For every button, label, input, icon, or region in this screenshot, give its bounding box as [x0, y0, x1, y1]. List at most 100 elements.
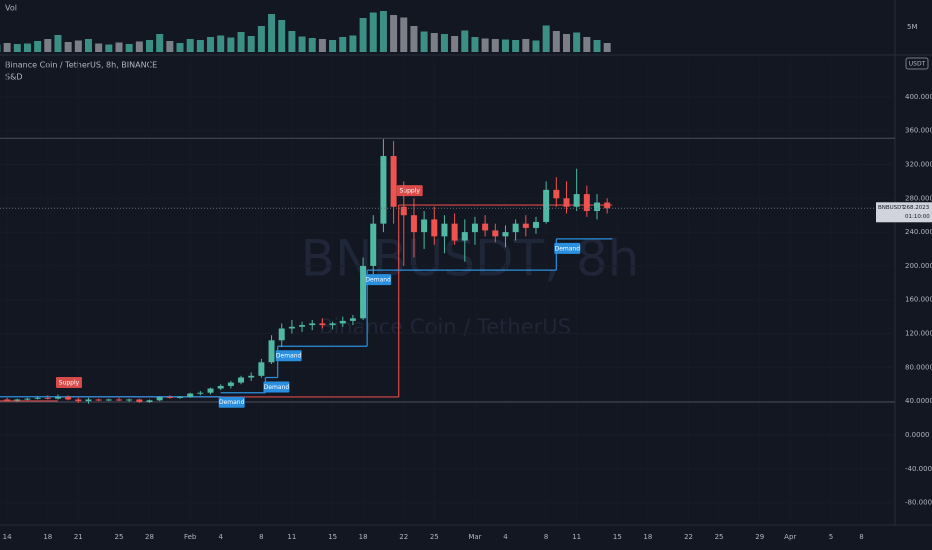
candle-body: [553, 189, 560, 199]
volume-bar: [288, 31, 296, 52]
volume-bar: [522, 39, 530, 52]
x-tick-label: 4: [218, 533, 223, 541]
watermark-subtitle: Binance Coin / TetherUS: [319, 315, 571, 339]
candle-body: [339, 320, 346, 324]
candle-body: [329, 323, 336, 326]
candle-body: [248, 375, 255, 378]
x-tick-label: 15: [613, 533, 622, 541]
volume-bar: [23, 43, 31, 52]
candle-body: [146, 400, 153, 403]
candle-body: [4, 399, 11, 401]
candle-body: [563, 198, 570, 207]
candle-body: [14, 399, 21, 401]
y-tick-label: 120.0000: [905, 330, 932, 338]
candle-body: [288, 326, 295, 329]
volume-bar: [583, 37, 591, 52]
volume-bar: [369, 12, 377, 52]
candle-body: [34, 397, 41, 399]
volume-bar: [74, 40, 82, 52]
volume-bar: [471, 37, 479, 52]
x-tick-label: 5: [829, 533, 833, 541]
x-tick-label: 8: [544, 533, 548, 541]
indicator-label: S&D: [5, 73, 22, 82]
zone-label: Demand: [276, 353, 302, 360]
candle-body: [492, 230, 499, 237]
candle-body: [471, 223, 478, 233]
candle-body: [75, 399, 82, 402]
candle-body: [187, 393, 194, 397]
volume-bar: [298, 36, 306, 52]
price-tag-countdown: 01:10:00: [905, 214, 930, 220]
volume-bar: [156, 34, 164, 52]
volume-bar: [491, 39, 499, 52]
candle-body: [24, 398, 31, 400]
candle-body: [604, 202, 611, 209]
volume-bar: [105, 44, 113, 52]
candle-body: [95, 399, 102, 401]
candle-body: [278, 328, 285, 341]
x-tick-label: Apr: [784, 533, 796, 541]
candle-body: [217, 385, 224, 389]
volume-bar: [481, 38, 489, 52]
x-tick-label: 28: [145, 533, 154, 541]
price-tag-symbol: BNBUSDT: [878, 205, 905, 211]
y-tick-label: 200.0000: [905, 262, 932, 270]
y-tick-label: 80.0000: [905, 363, 932, 371]
candle-body: [136, 399, 143, 403]
volume-bar: [451, 36, 459, 52]
candle-body: [227, 382, 234, 386]
candle-body: [177, 396, 184, 398]
candle-body: [115, 399, 122, 401]
zone-label: Supply: [59, 379, 80, 386]
volume-bar: [125, 44, 133, 52]
candle-body: [299, 325, 306, 327]
candle-body: [512, 223, 519, 233]
x-tick-label: Feb: [184, 533, 197, 541]
candle-body: [54, 396, 61, 399]
volume-bar: [84, 39, 92, 52]
candle-body: [421, 219, 428, 233]
candle-body: [44, 397, 51, 399]
volume-bar: [562, 34, 570, 52]
volume-bar: [34, 41, 42, 52]
x-tick-label: Mar: [468, 533, 481, 541]
y-tick-label: 40.0000: [905, 397, 932, 405]
y-tick-label: 0.0000: [905, 431, 930, 439]
zone-label: Demand: [264, 384, 290, 391]
x-tick-label: 25: [715, 533, 724, 541]
candle-body: [594, 202, 601, 211]
candle-body: [573, 194, 580, 207]
zone-label-box: [218, 396, 245, 408]
y-tick-label: 280.0000: [905, 194, 932, 202]
candle-body: [156, 396, 163, 401]
x-tick-label: 14: [3, 533, 12, 541]
zone-label-box: [365, 274, 392, 286]
zone-label-box: [55, 376, 82, 388]
volume-bar: [552, 31, 560, 52]
volume-bar: [227, 37, 235, 52]
x-tick-label: 11: [572, 533, 581, 541]
currency-badge[interactable]: [905, 57, 929, 70]
candle-body: [309, 323, 316, 326]
volume-bar: [593, 40, 601, 52]
volume-bar: [390, 15, 398, 52]
zone-label: Demand: [365, 277, 391, 284]
candle-body: [400, 206, 407, 216]
candle-body: [207, 388, 214, 393]
volume-bar: [430, 33, 438, 52]
volume-bar: [186, 39, 194, 52]
zone-label: Demand: [555, 245, 581, 252]
volume-bar: [359, 18, 367, 52]
candle-body: [583, 194, 590, 211]
volume-bar: [166, 41, 174, 52]
volume-bar: [339, 37, 347, 52]
volume-tick-label: 5M: [907, 23, 918, 31]
candle-body: [166, 396, 173, 398]
volume-bar: [420, 31, 428, 52]
candle-body: [431, 219, 438, 237]
volume-bar: [95, 43, 103, 52]
zone-label: Demand: [219, 399, 245, 406]
candle-body: [85, 399, 92, 402]
x-tick-label: 21: [74, 533, 83, 541]
